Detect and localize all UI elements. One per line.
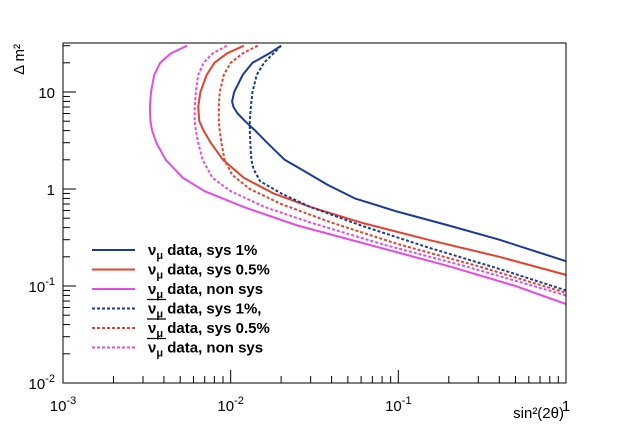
legend-item-anti-sys05: νμ data, sys 0.5% [92, 318, 270, 340]
legend-item-sys1: νμ data, sys 1% [92, 242, 257, 262]
legend-label-sys05: νμ data, sys 0.5% [148, 262, 270, 282]
legend-item-anti-nonsys: νμ data, non sys [92, 337, 263, 360]
x-tick-label: 10-2 [217, 395, 243, 415]
ticks-layer [62, 45, 567, 384]
legend-item-sys05: νμ data, sys 0.5% [92, 262, 270, 282]
series-line-sys1 [231, 44, 567, 263]
legend-label-nonsys: νμ data, non sys [148, 281, 263, 301]
x-axis-title: sin²(2θ) [513, 405, 564, 422]
legend-label-anti-nonsys: νμ data, non sys [148, 340, 263, 360]
y-tick-label: 10-2 [29, 373, 55, 393]
y-tick-label: 10 [38, 85, 55, 102]
series-line-sys05 [197, 44, 567, 276]
series-layer [148, 44, 567, 306]
y-tick-label: 1 [47, 182, 55, 199]
x-tick-label: 10-3 [50, 395, 76, 415]
legend-label-anti-sys1: νμ data, sys 1%, [148, 301, 261, 321]
series-line-anti-sys05 [217, 44, 567, 294]
legend: νμ data, sys 1%νμ data, sys 0.5%νμ data,… [92, 242, 270, 360]
series-line-anti-sys1 [248, 44, 567, 292]
series-line-anti-nonsys [193, 44, 567, 297]
x-tick-label: 10-1 [385, 395, 411, 415]
legend-label-sys1: νμ data, sys 1% [148, 242, 257, 262]
legend-label-anti-sys05: νμ data, sys 0.5% [148, 320, 270, 340]
y-tick-label: 10-1 [29, 276, 55, 296]
legend-item-anti-sys1: νμ data, sys 1%, [92, 298, 261, 321]
y-axis-title: Δ m² [11, 44, 28, 75]
plot-frame [62, 42, 567, 384]
x-tick-label: 1 [562, 398, 570, 415]
series-line-nonsys [148, 44, 567, 306]
legend-item-nonsys: νμ data, non sys [92, 281, 263, 301]
